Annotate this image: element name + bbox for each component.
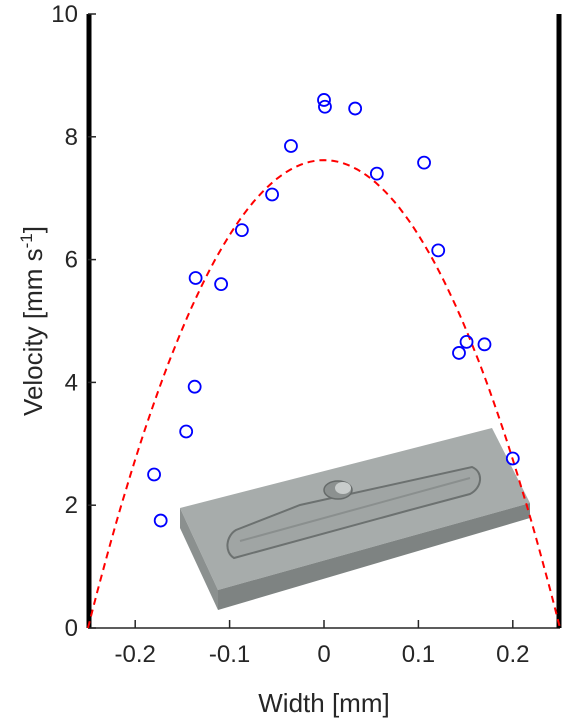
y-tick-label: 8 <box>65 124 78 151</box>
y-ticks: 0 2 4 6 8 10 <box>51 1 96 642</box>
data-point <box>284 139 298 153</box>
data-point <box>505 451 520 466</box>
chip-inset-image <box>180 428 530 610</box>
y-tick-label: 6 <box>65 247 78 274</box>
data-point <box>348 101 363 116</box>
data-point <box>317 93 331 107</box>
y-tick-label: 10 <box>51 1 78 28</box>
data-points <box>147 93 520 528</box>
x-tick-label: -0.1 <box>209 641 250 668</box>
data-point <box>417 155 431 170</box>
y-axis-label-close: ] <box>18 226 48 233</box>
data-point <box>179 424 194 439</box>
data-point <box>431 243 446 258</box>
data-point <box>214 277 229 292</box>
data-point <box>265 187 279 202</box>
x-tick-label: 0.1 <box>402 641 435 668</box>
x-tick-label: -0.2 <box>115 641 156 668</box>
data-point <box>369 166 384 181</box>
x-tick-label: 0 <box>317 641 330 668</box>
y-axis-label-superscript: -1 <box>17 233 36 248</box>
data-point <box>459 334 474 349</box>
data-point <box>234 223 249 238</box>
y-tick-label: 4 <box>65 369 78 396</box>
x-axis-label: Width [mm] <box>258 688 389 718</box>
x-tick-label: 0.2 <box>496 641 529 668</box>
y-tick-label: 0 <box>65 615 78 642</box>
data-point <box>187 379 202 394</box>
y-axis-label-main: Velocity [mm s <box>18 248 48 416</box>
y-tick-label: 2 <box>65 492 78 519</box>
data-point <box>153 513 168 528</box>
data-point <box>188 271 203 285</box>
y-axis-label: Velocity [mm s-1] <box>17 226 48 416</box>
data-point <box>452 346 466 360</box>
data-point <box>147 467 161 482</box>
fit-curve <box>87 159 561 629</box>
data-point <box>477 337 492 352</box>
x-ticks: -0.2 -0.1 0 0.1 0.2 <box>115 620 529 668</box>
data-point <box>318 99 332 114</box>
